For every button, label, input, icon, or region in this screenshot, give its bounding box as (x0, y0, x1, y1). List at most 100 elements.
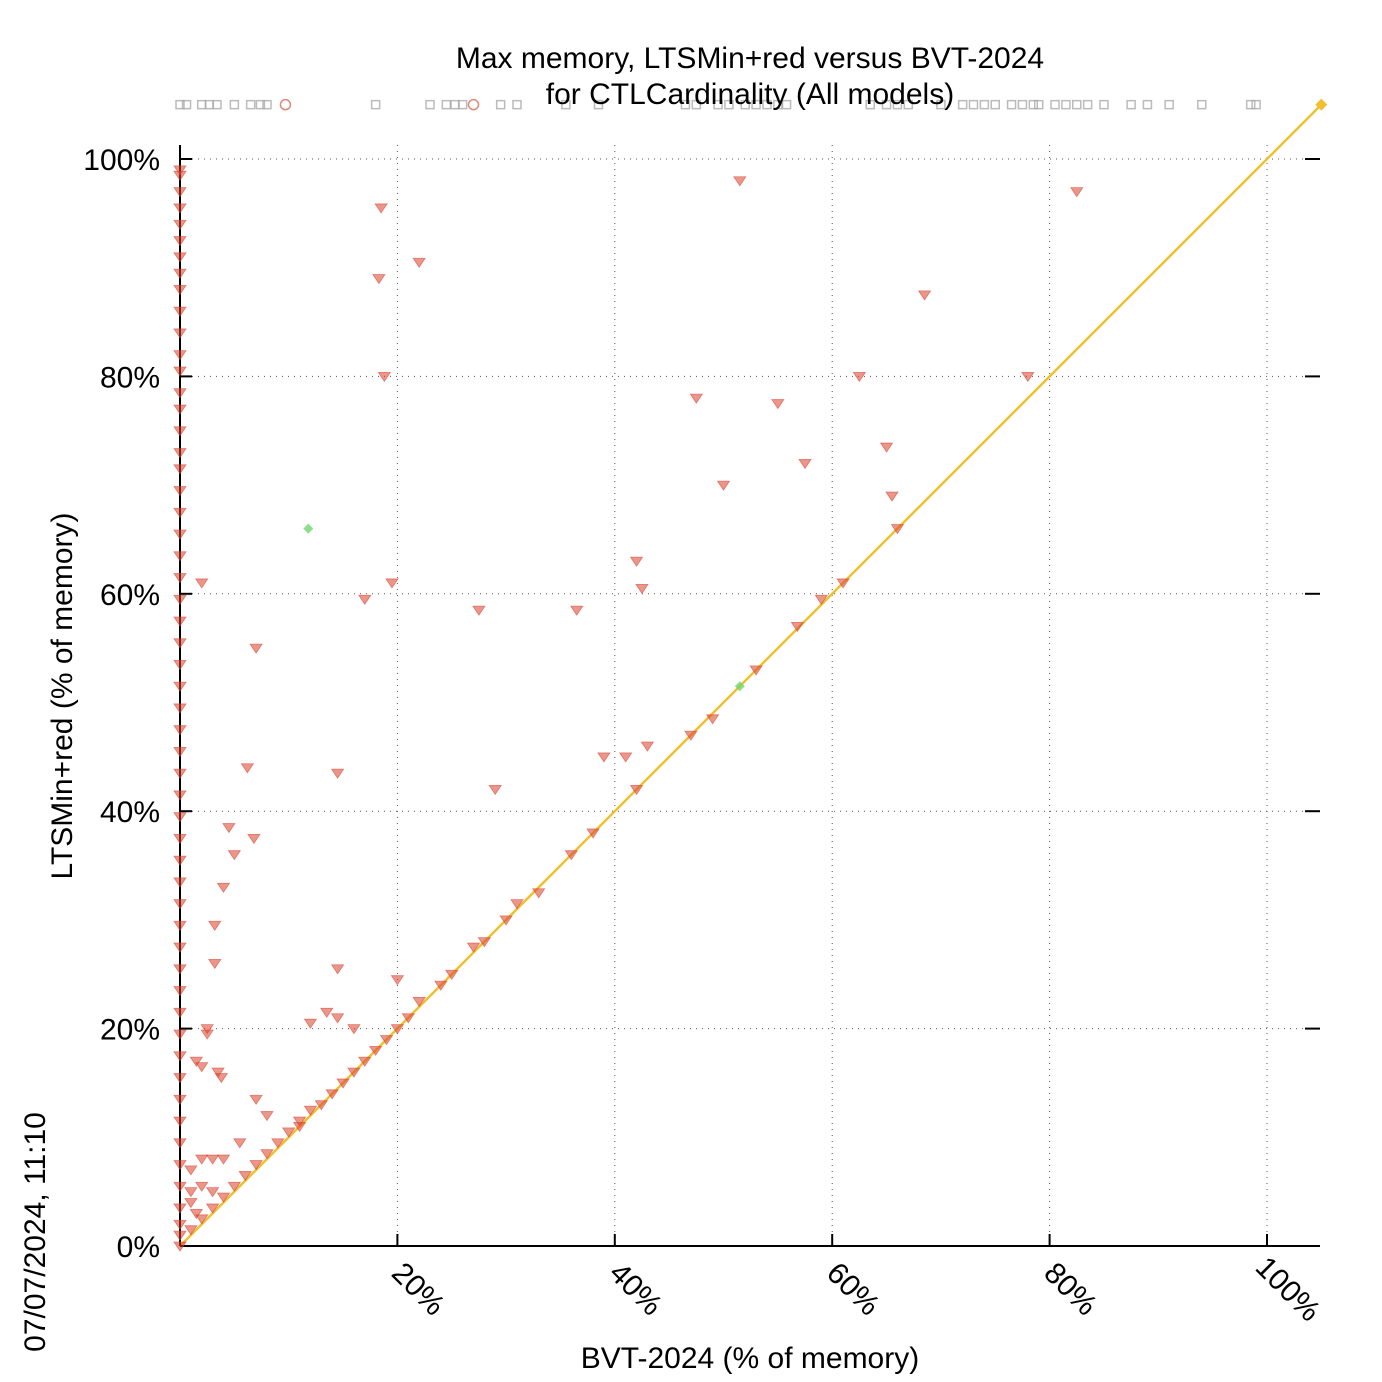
triangle-point (173, 594, 187, 605)
triangle-point (379, 1035, 394, 1046)
chart-subtitle: for CTLCardinality (All models) (546, 78, 954, 111)
triangle-point (173, 507, 187, 518)
triangle-point (173, 366, 187, 377)
y-tick-label: 40% (100, 796, 160, 829)
triangle-point (184, 1225, 198, 1236)
diamond-point (303, 523, 314, 534)
square-point (561, 99, 571, 110)
triangle-point (205, 1154, 220, 1165)
triangle-point (189, 1056, 204, 1067)
square-point (1245, 99, 1256, 110)
triangle-point (173, 833, 187, 845)
circle-point (467, 98, 480, 111)
x-tick-label: 100% (1249, 1250, 1327, 1328)
triangle-point (216, 1192, 231, 1203)
square-point (370, 99, 381, 110)
x-tick-label: 60% (820, 1256, 886, 1322)
square-point (990, 99, 1000, 110)
square-point (1126, 99, 1136, 110)
square-point (892, 99, 903, 110)
triangle-point (222, 823, 236, 834)
square-point (425, 99, 435, 110)
triangle-point (771, 399, 785, 410)
triangle-point (635, 583, 649, 595)
x-tick-label: 20% (385, 1256, 451, 1322)
triangle-point (347, 1024, 361, 1035)
triangle-point (173, 942, 187, 953)
triangle-point (303, 1018, 318, 1029)
triangle-point (412, 997, 426, 1008)
x-tick-label: 80% (1037, 1256, 1103, 1322)
triangle-point (790, 622, 805, 633)
triangle-point (173, 1029, 187, 1040)
square-point (1197, 99, 1207, 110)
triangle-point (216, 1154, 231, 1165)
square-point (781, 99, 792, 110)
triangle-point (358, 594, 372, 605)
square-point (865, 99, 875, 110)
triangle-point (240, 763, 255, 774)
triangle-point (173, 1181, 187, 1192)
triangle-point (271, 1138, 285, 1149)
triangle-point (173, 747, 187, 758)
square-point (881, 99, 892, 110)
square-point (680, 99, 691, 110)
triangle-point (173, 187, 187, 198)
square-point (1099, 99, 1109, 110)
triangle-point (249, 1160, 263, 1171)
triangle-point (173, 660, 187, 671)
diagonal-reference-line (179, 103, 1323, 1247)
triangle-point (586, 828, 600, 839)
square-point (175, 99, 185, 110)
triangle-point (629, 785, 644, 796)
triangle-point (247, 833, 261, 845)
triangle-point (347, 1067, 361, 1078)
square-point (441, 99, 452, 110)
data-points (173, 98, 1328, 1252)
triangle-point (173, 877, 187, 888)
triangle-point (173, 725, 187, 736)
triangle-point (194, 1214, 209, 1225)
square-point (957, 99, 968, 110)
triangle-point (227, 850, 242, 861)
triangle-point (173, 1203, 187, 1214)
grid (180, 145, 1320, 1246)
triangle-point (1070, 187, 1084, 198)
square-point (181, 99, 192, 110)
y-tick-label: 80% (100, 361, 160, 394)
triangle-point (173, 790, 187, 801)
square-point (691, 99, 702, 110)
triangle-point (173, 703, 187, 714)
y-tick-label: 0% (117, 1231, 160, 1264)
square-point (450, 99, 460, 110)
square-point (229, 99, 240, 110)
triangle-point (488, 785, 502, 796)
triangle-point (208, 920, 222, 932)
triangle-point (336, 1078, 350, 1089)
triangle-point (200, 1024, 214, 1035)
circle-point (279, 98, 292, 111)
square-point (1017, 99, 1028, 110)
square-point (512, 99, 522, 110)
triangle-point (852, 372, 867, 383)
triangle-point (173, 350, 187, 361)
triangle-point (238, 1170, 252, 1182)
triangle-point (173, 1230, 187, 1241)
triangle-point (173, 1241, 187, 1252)
triangle-point (173, 1219, 187, 1230)
triangle-point (194, 1154, 209, 1165)
triangle-point (564, 850, 579, 861)
triangle-point (249, 643, 263, 654)
triangle-point (684, 730, 698, 741)
square-point (903, 99, 914, 110)
square-point (713, 99, 723, 110)
square-point (762, 99, 772, 110)
square-point (724, 99, 734, 110)
triangle-point (173, 1007, 187, 1019)
square-point (1072, 99, 1082, 110)
triangle-point (173, 170, 187, 182)
triangle-point (173, 268, 187, 279)
triangle-point (749, 665, 763, 676)
square-point (740, 99, 750, 110)
triangle-point (314, 1100, 329, 1111)
